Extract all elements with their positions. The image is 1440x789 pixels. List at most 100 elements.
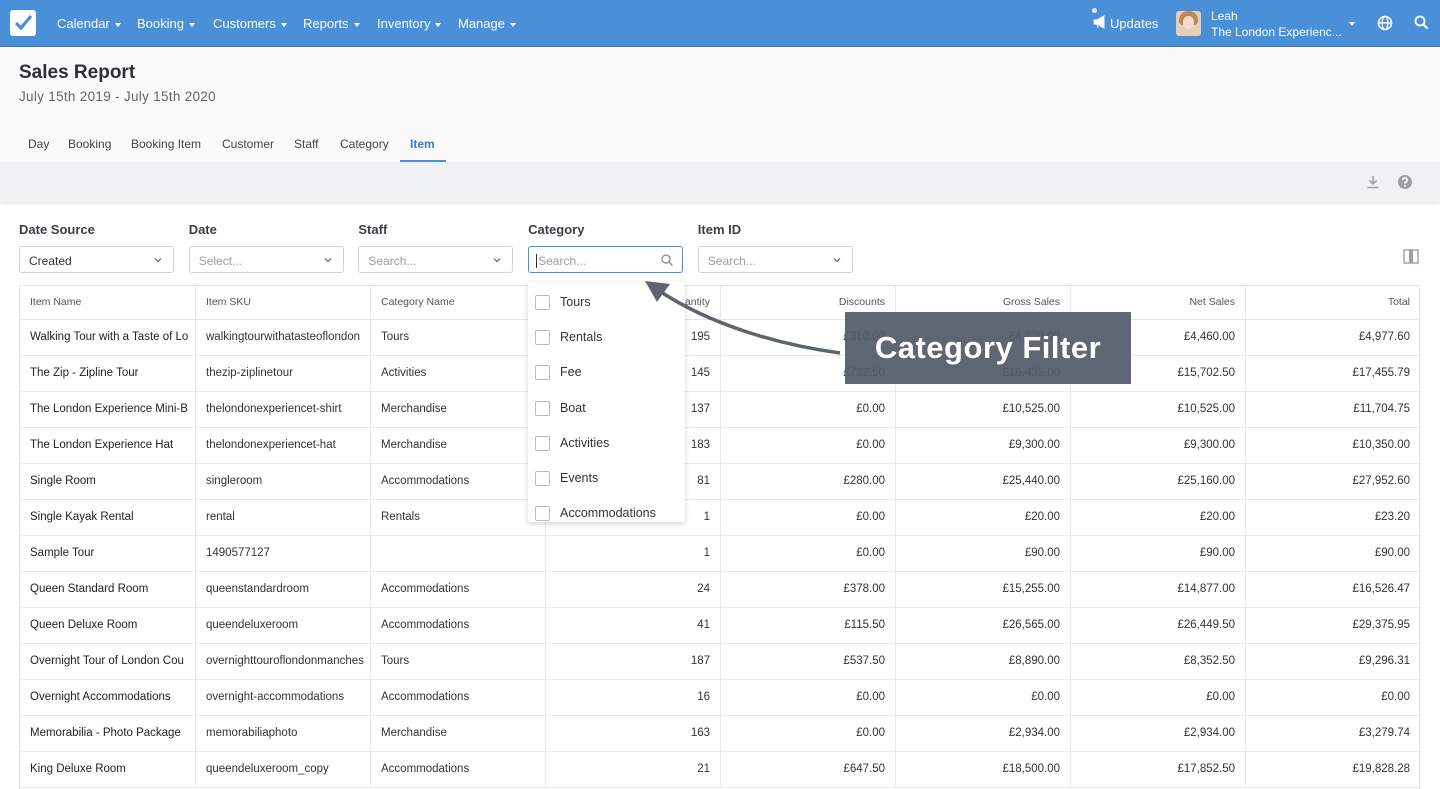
column-header[interactable]: Item SKU: [195, 286, 370, 319]
table-cell: £0.00: [895, 679, 1070, 715]
page-subtitle: July 15th 2019 - July 15th 2020: [19, 89, 216, 104]
filter-input[interactable]: Select...: [188, 246, 344, 273]
filter-text: Search...: [707, 254, 756, 268]
table-cell: Queen Standard Room: [30, 583, 149, 595]
table-cell: Tours: [370, 643, 545, 679]
dropdown-option[interactable]: Events: [528, 460, 685, 494]
table-cell: Tours: [370, 319, 545, 355]
column-header[interactable]: Total: [1245, 286, 1420, 319]
table-cell: £27,952.60: [1245, 463, 1420, 499]
help-button[interactable]: [1397, 174, 1413, 190]
table-cell: queendeluxeroom: [195, 607, 370, 643]
nav-menu-item[interactable]: Calendar: [57, 16, 121, 31]
page-title: Sales Report: [19, 62, 136, 83]
dropdown-option[interactable]: Boat: [528, 390, 685, 424]
table-row[interactable]: Overnight Tour of London Cou overnighttou…: [20, 643, 1419, 680]
dropdown-option[interactable]: Tours: [528, 284, 685, 318]
table-row[interactable]: Single Kayak Rental rental Rentals 1 £0.00 £2…: [20, 499, 1419, 536]
user-name[interactable]: Leah: [1211, 9, 1238, 23]
search-icon[interactable]: [1414, 15, 1429, 30]
dropdown-option[interactable]: Accommodations: [528, 495, 685, 522]
column-header[interactable]: Gross Sales: [895, 286, 1070, 319]
column-header[interactable]: Item Name: [30, 296, 82, 308]
filter-input[interactable]: Search...: [528, 246, 684, 273]
dropdown-option[interactable]: Activities: [528, 425, 685, 459]
table-cell: £0.00: [720, 427, 895, 463]
report-tab[interactable]: Day: [28, 137, 50, 151]
table-row[interactable]: Sample Tour 1490577127 1 £0.00 £90.00 £90.00 £…: [20, 535, 1419, 572]
report-tab[interactable]: Customer: [222, 137, 275, 151]
columns-toggle[interactable]: [1403, 249, 1419, 264]
table-row[interactable]: The London Experience Hat thelondonexperi…: [20, 427, 1419, 464]
filter-label: Category: [528, 222, 585, 237]
table-cell: Accommodations: [370, 463, 545, 499]
table-row[interactable]: Queen Deluxe Room queendeluxeroom Accommod…: [20, 607, 1419, 644]
nav-menu-item[interactable]: Booking: [137, 16, 195, 31]
table-cell: Queen Deluxe Room: [30, 619, 138, 631]
report-tab[interactable]: Booking Item: [131, 137, 202, 151]
user-org[interactable]: The London Experienc...: [1211, 25, 1342, 39]
column-header[interactable]: Net Sales: [1070, 286, 1245, 319]
report-tab[interactable]: Item: [410, 137, 435, 151]
checkbox[interactable]: [535, 506, 550, 522]
filter-input[interactable]: Created: [19, 246, 174, 273]
column-header[interactable]: Category Name: [370, 286, 545, 319]
table-row[interactable]: King Deluxe Room queendeluxeroom_copy Acco…: [20, 751, 1419, 788]
table-row[interactable]: Overnight Accommodations overnight-accomm…: [20, 679, 1419, 716]
table-cell: £17,455.79: [1245, 355, 1420, 391]
option-label: Fee: [560, 365, 582, 380]
table-cell: The Zip - Zipline Tour: [30, 367, 139, 379]
checkbox[interactable]: [535, 435, 550, 451]
table-cell: £10,350.00: [1245, 427, 1420, 463]
dropdown-option[interactable]: Fee: [528, 354, 685, 388]
report-tab[interactable]: Booking: [68, 137, 112, 151]
table-row[interactable]: The London Experience Mini-B thelondonexp…: [20, 391, 1419, 428]
download-button[interactable]: [1366, 175, 1380, 189]
table-cell: £25,440.00: [895, 463, 1070, 499]
table-cell: 1490577127: [195, 535, 370, 571]
checkbox[interactable]: [535, 400, 550, 416]
option-label: Tours: [560, 295, 591, 309]
table-row[interactable]: Single Room singleroom Accommodations 81 £28…: [20, 463, 1419, 500]
filter-text: Search...: [368, 254, 417, 268]
updates[interactable]: Updates: [1110, 16, 1159, 31]
annotation-label: Category Filter: [845, 312, 1131, 384]
nav-menu-item[interactable]: Manage: [458, 16, 516, 31]
table-row[interactable]: Queen Standard Room queenstandardroom Acco…: [20, 571, 1419, 608]
table-cell: 16: [545, 679, 720, 715]
globe-icon[interactable]: [1377, 15, 1393, 31]
table-cell: £537.50: [720, 643, 895, 679]
table-row[interactable]: Memorabilia - Photo Package memorabiliaph…: [20, 715, 1419, 752]
nav-menu-item[interactable]: Customers: [213, 16, 287, 31]
table-cell: £9,300.00: [1070, 427, 1245, 463]
checkbox[interactable]: [535, 330, 550, 346]
table-cell: £3,279.74: [1245, 715, 1420, 751]
table-cell: Merchandise: [370, 391, 545, 427]
logo[interactable]: [10, 10, 36, 36]
table-cell: queendeluxeroom_copy: [195, 751, 370, 787]
report-table: Item Name Item SKU Category Name Quantity Di…: [19, 285, 1420, 789]
table-cell: 163: [545, 715, 720, 751]
column-header[interactable]: Discounts: [720, 286, 895, 319]
nav-menu-item[interactable]: Reports: [303, 16, 360, 31]
checkbox[interactable]: [535, 365, 550, 381]
table-cell: 187: [545, 643, 720, 679]
user-caret[interactable]: [1344, 15, 1355, 30]
checkbox[interactable]: [535, 295, 550, 310]
report-tab[interactable]: Category: [340, 137, 389, 151]
table-cell: £0.00: [1245, 679, 1420, 715]
checkbox[interactable]: [535, 471, 550, 486]
dropdown-option[interactable]: Rentals: [528, 319, 685, 353]
toolbar: [0, 162, 1440, 202]
annotation-arrow: [645, 281, 841, 355]
table-cell: singleroom: [195, 463, 370, 499]
filter-input[interactable]: Search...: [358, 246, 514, 273]
table-row[interactable]: The Zip - Zipline Tour thezip-ziplinetour…: [20, 355, 1419, 392]
table-cell: £0.00: [720, 679, 895, 715]
table-cell: thelondonexperiencet-hat: [195, 427, 370, 463]
avatar[interactable]: [1176, 11, 1201, 36]
filter-input[interactable]: Search...: [697, 246, 853, 273]
report-tab[interactable]: Staff: [294, 137, 319, 151]
nav-menu-item[interactable]: Inventory: [377, 16, 442, 31]
